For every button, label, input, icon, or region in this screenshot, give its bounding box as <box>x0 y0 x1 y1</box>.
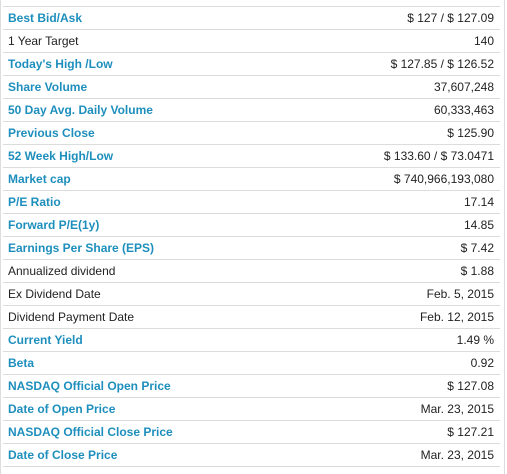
row-value-share-volume: 37,607,248 <box>321 75 500 99</box>
table-row: Date of Open Price Mar. 23, 2015 <box>3 397 500 421</box>
table-row: Date of Close Price Mar. 23, 2015 <box>3 443 500 467</box>
row-label-best-bid-ask[interactable]: Best Bid/Ask <box>3 6 322 30</box>
row-label-official-open-price[interactable]: NASDAQ Official Open Price <box>3 374 322 398</box>
row-value-dividend-payment-date: Feb. 12, 2015 <box>321 305 500 329</box>
row-label-date-of-open-price[interactable]: Date of Open Price <box>3 397 322 421</box>
row-label-annualized-dividend: Annualized dividend <box>3 259 322 283</box>
row-label-50-day-avg-volume[interactable]: 50 Day Avg. Daily Volume <box>3 98 322 122</box>
table-row: 52 Week High/Low $ 133.60 / $ 73.0471 <box>3 144 500 168</box>
row-label-date-of-close-price[interactable]: Date of Close Price <box>3 443 322 467</box>
row-value-pe-ratio: 17.14 <box>321 190 500 214</box>
row-label-pe-ratio[interactable]: P/E Ratio <box>3 190 322 214</box>
row-label-ex-dividend-date: Ex Dividend Date <box>3 282 322 306</box>
table-row: Market cap $ 740,966,193,080 <box>3 167 500 191</box>
row-label-52-week-high-low[interactable]: 52 Week High/Low <box>3 144 322 168</box>
row-label-forward-pe[interactable]: Forward P/E(1y) <box>3 213 322 237</box>
row-value-ex-dividend-date: Feb. 5, 2015 <box>321 282 500 306</box>
row-value-date-of-close-price: Mar. 23, 2015 <box>321 443 500 467</box>
table-row: NASDAQ Official Open Price $ 127.08 <box>3 374 500 398</box>
table-row: Earnings Per Share (EPS) $ 7.42 <box>3 236 500 260</box>
row-label-official-close-price[interactable]: NASDAQ Official Close Price <box>3 420 322 444</box>
row-label-market-cap[interactable]: Market cap <box>3 167 322 191</box>
row-value-1-year-target: 140 <box>321 29 500 53</box>
row-value-official-open-price: $ 127.08 <box>321 374 500 398</box>
row-label-todays-high-low[interactable]: Today's High /Low <box>3 52 322 76</box>
table-row: 50 Day Avg. Daily Volume 60,333,463 <box>3 98 500 122</box>
table-row: Forward P/E(1y) 14.85 <box>3 213 500 237</box>
table-row: Best Bid/Ask $ 127 / $ 127.09 <box>3 6 500 30</box>
table-row: Annualized dividend $ 1.88 <box>3 259 500 283</box>
row-value-official-close-price: $ 127.21 <box>321 420 500 444</box>
row-label-share-volume[interactable]: Share Volume <box>3 75 322 99</box>
row-label-current-yield[interactable]: Current Yield <box>3 328 322 352</box>
row-value-current-yield: 1.49 % <box>321 328 500 352</box>
row-value-eps: $ 7.42 <box>321 236 500 260</box>
table-row: Share Volume 37,607,248 <box>3 75 500 99</box>
row-label-eps[interactable]: Earnings Per Share (EPS) <box>3 236 322 260</box>
row-value-todays-high-low: $ 127.85 / $ 126.52 <box>321 52 500 76</box>
row-label-dividend-payment-date: Dividend Payment Date <box>3 305 322 329</box>
table-row: Beta 0.92 <box>3 351 500 375</box>
row-label-previous-close[interactable]: Previous Close <box>3 121 322 145</box>
row-label-beta[interactable]: Beta <box>3 351 322 375</box>
table-row: NASDAQ Official Close Price $ 127.21 <box>3 420 500 444</box>
quote-summary-table: Best Bid/Ask $ 127 / $ 127.09 1 Year Tar… <box>3 6 500 467</box>
table-row: P/E Ratio 17.14 <box>3 190 500 214</box>
table-row: Today's High /Low $ 127.85 / $ 126.52 <box>3 52 500 76</box>
row-value-best-bid-ask: $ 127 / $ 127.09 <box>321 6 500 30</box>
row-value-beta: 0.92 <box>321 351 500 375</box>
row-value-annualized-dividend: $ 1.88 <box>321 259 500 283</box>
row-value-52-week-high-low: $ 133.60 / $ 73.0471 <box>321 144 500 168</box>
row-value-50-day-avg-volume: 60,333,463 <box>321 98 500 122</box>
table-row: Ex Dividend Date Feb. 5, 2015 <box>3 282 500 306</box>
table-row: Previous Close $ 125.90 <box>3 121 500 145</box>
table-row: Dividend Payment Date Feb. 12, 2015 <box>3 305 500 329</box>
table-row: Current Yield 1.49 % <box>3 328 500 352</box>
row-value-market-cap: $ 740,966,193,080 <box>321 167 500 191</box>
row-label-1-year-target: 1 Year Target <box>3 29 322 53</box>
table-row: 1 Year Target 140 <box>3 29 500 53</box>
row-value-date-of-open-price: Mar. 23, 2015 <box>321 397 500 421</box>
row-value-previous-close: $ 125.90 <box>321 121 500 145</box>
row-value-forward-pe: 14.85 <box>321 213 500 237</box>
